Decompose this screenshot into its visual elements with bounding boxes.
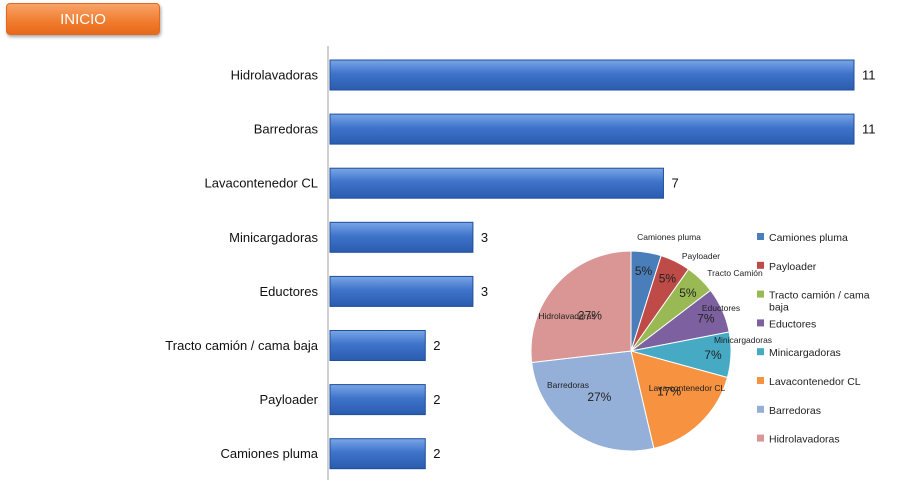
bar-6 [329, 384, 426, 416]
value-label: 2 [433, 338, 440, 353]
category-label: Minicargadoras [229, 230, 318, 245]
legend-label: Eductores [769, 318, 816, 330]
bar-4 [329, 275, 474, 307]
legend-label: Tracto camión / cama baja [769, 290, 870, 314]
category-label: Eductores [259, 284, 318, 299]
pie-category-label: Eductores [702, 303, 740, 313]
pie-category-label: Payloader [682, 251, 720, 261]
value-label: 2 [433, 446, 440, 461]
category-label: Payloader [259, 392, 318, 407]
category-label: Lavacontenedor CL [205, 176, 318, 191]
pie-category-label: Tracto Camión [707, 268, 763, 278]
category-label: Hidrolavadoras [231, 68, 319, 83]
bar-7 [329, 438, 426, 470]
legend-swatch [757, 319, 764, 327]
pie-slice-5 [630, 350, 729, 449]
pie-percent-label: 7% [697, 311, 715, 325]
value-label: 3 [481, 284, 488, 299]
value-label: 7 [671, 176, 678, 191]
pie-legend: Camiones pluma Payloader Tracto camión / c… [757, 232, 870, 446]
bar-2 [329, 167, 664, 199]
pie-percent-label: 5% [635, 264, 653, 278]
legend-label: Hidrolavadoras [769, 434, 840, 446]
bar-5 [329, 330, 426, 361]
pie-slice-7 [530, 250, 632, 364]
legend-swatch [757, 261, 764, 269]
pie-percent-label: 27% [587, 390, 611, 404]
pie-category-label: Camiones pluma [637, 232, 701, 242]
value-label: 11 [862, 68, 876, 83]
legend-swatch [757, 405, 764, 413]
pie-category-label: Barredoras [547, 380, 589, 390]
legend-label: Minicargadoras [769, 347, 841, 359]
legend-swatch [757, 377, 764, 384]
bar-3 [329, 221, 474, 253]
legend-label: Payloader [769, 261, 817, 273]
pie-slice-6 [531, 350, 655, 452]
inicio-button[interactable]: INICIO [6, 3, 160, 35]
value-label: 3 [481, 230, 488, 245]
bar-0 [329, 59, 855, 91]
pie-percent-label: 27% [578, 308, 602, 322]
category-label: Camiones pluma [220, 446, 318, 461]
pie-percent-label: 5% [679, 286, 697, 300]
pie-percent-label: 7% [704, 348, 722, 362]
value-label: 2 [433, 392, 440, 407]
legend-swatch [757, 233, 764, 240]
pie-category-label: Lava contenedor CL [649, 383, 726, 393]
pie-percent-label: 5% [659, 272, 677, 286]
pie-category-label: Minicargadoras [714, 335, 772, 345]
legend-swatch [757, 348, 764, 356]
legend-swatch [757, 290, 764, 298]
pie-percent-label: 17% [657, 385, 681, 399]
legend-label: Camiones pluma [769, 232, 848, 244]
bar-1 [329, 113, 855, 145]
legend-label: Lavacontenedor CL [769, 376, 861, 388]
legend-swatch [757, 434, 764, 442]
value-label: 11 [862, 122, 876, 137]
category-label: Tracto camión / cama baja [165, 338, 318, 353]
legend-label: Barredoras [769, 405, 821, 417]
pie-category-label: Hidrolavadoras [538, 311, 595, 321]
category-label: Barredoras [254, 122, 319, 137]
pie-chart: 5% Camiones pluma 5% Payloader 5% Tracto Cami… [530, 232, 870, 452]
